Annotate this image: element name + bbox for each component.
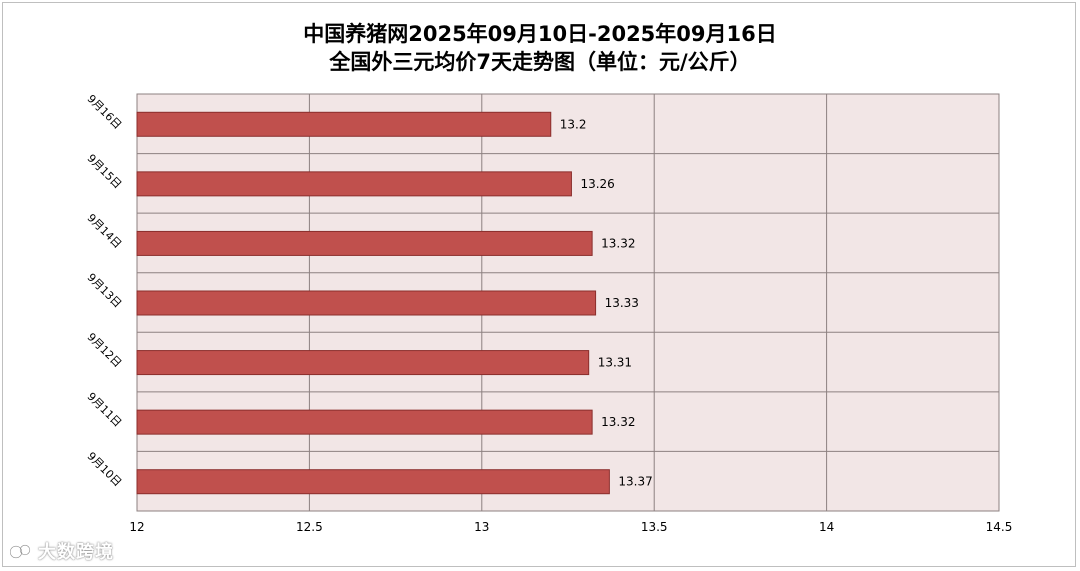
x-tick-label: 14.5 xyxy=(986,520,1013,534)
bar xyxy=(136,469,610,495)
bar xyxy=(136,409,593,435)
bar xyxy=(136,290,597,316)
bar xyxy=(136,171,572,197)
data-label: 13.32 xyxy=(601,236,635,250)
x-tick-label: 12 xyxy=(129,520,144,534)
bar xyxy=(136,350,590,376)
chart-subtitle: 全国外三元均价7天走势图（单位：元/公斤） xyxy=(329,50,751,74)
bar xyxy=(136,111,552,137)
bar xyxy=(136,230,593,256)
x-tick-label: 12.5 xyxy=(296,520,323,534)
brand-logo-icon xyxy=(10,544,31,559)
data-label: 13.37 xyxy=(618,475,652,489)
data-label: 13.31 xyxy=(598,356,632,370)
data-label: 13.2 xyxy=(560,117,587,131)
category-label: 9月10日 xyxy=(85,450,125,490)
x-tick-label: 13 xyxy=(474,520,489,534)
watermark-text: 大数跨境 xyxy=(38,542,114,563)
x-tick-label: 14 xyxy=(819,520,834,534)
category-label: 9月12日 xyxy=(85,330,125,370)
category-label: 9月14日 xyxy=(85,211,125,251)
category-label: 9月11日 xyxy=(85,390,125,430)
x-tick-label: 13.5 xyxy=(641,520,668,534)
category-label: 9月15日 xyxy=(85,152,125,192)
data-label: 13.33 xyxy=(605,296,639,310)
data-label: 13.26 xyxy=(580,177,614,191)
data-label: 13.32 xyxy=(601,415,635,429)
chart-title: 中国养猪网2025年09月10日-2025年09月16日 xyxy=(303,22,777,46)
watermark: 大数跨境 xyxy=(10,538,114,564)
category-label: 9月13日 xyxy=(85,271,125,311)
category-label: 9月16日 xyxy=(85,92,125,132)
